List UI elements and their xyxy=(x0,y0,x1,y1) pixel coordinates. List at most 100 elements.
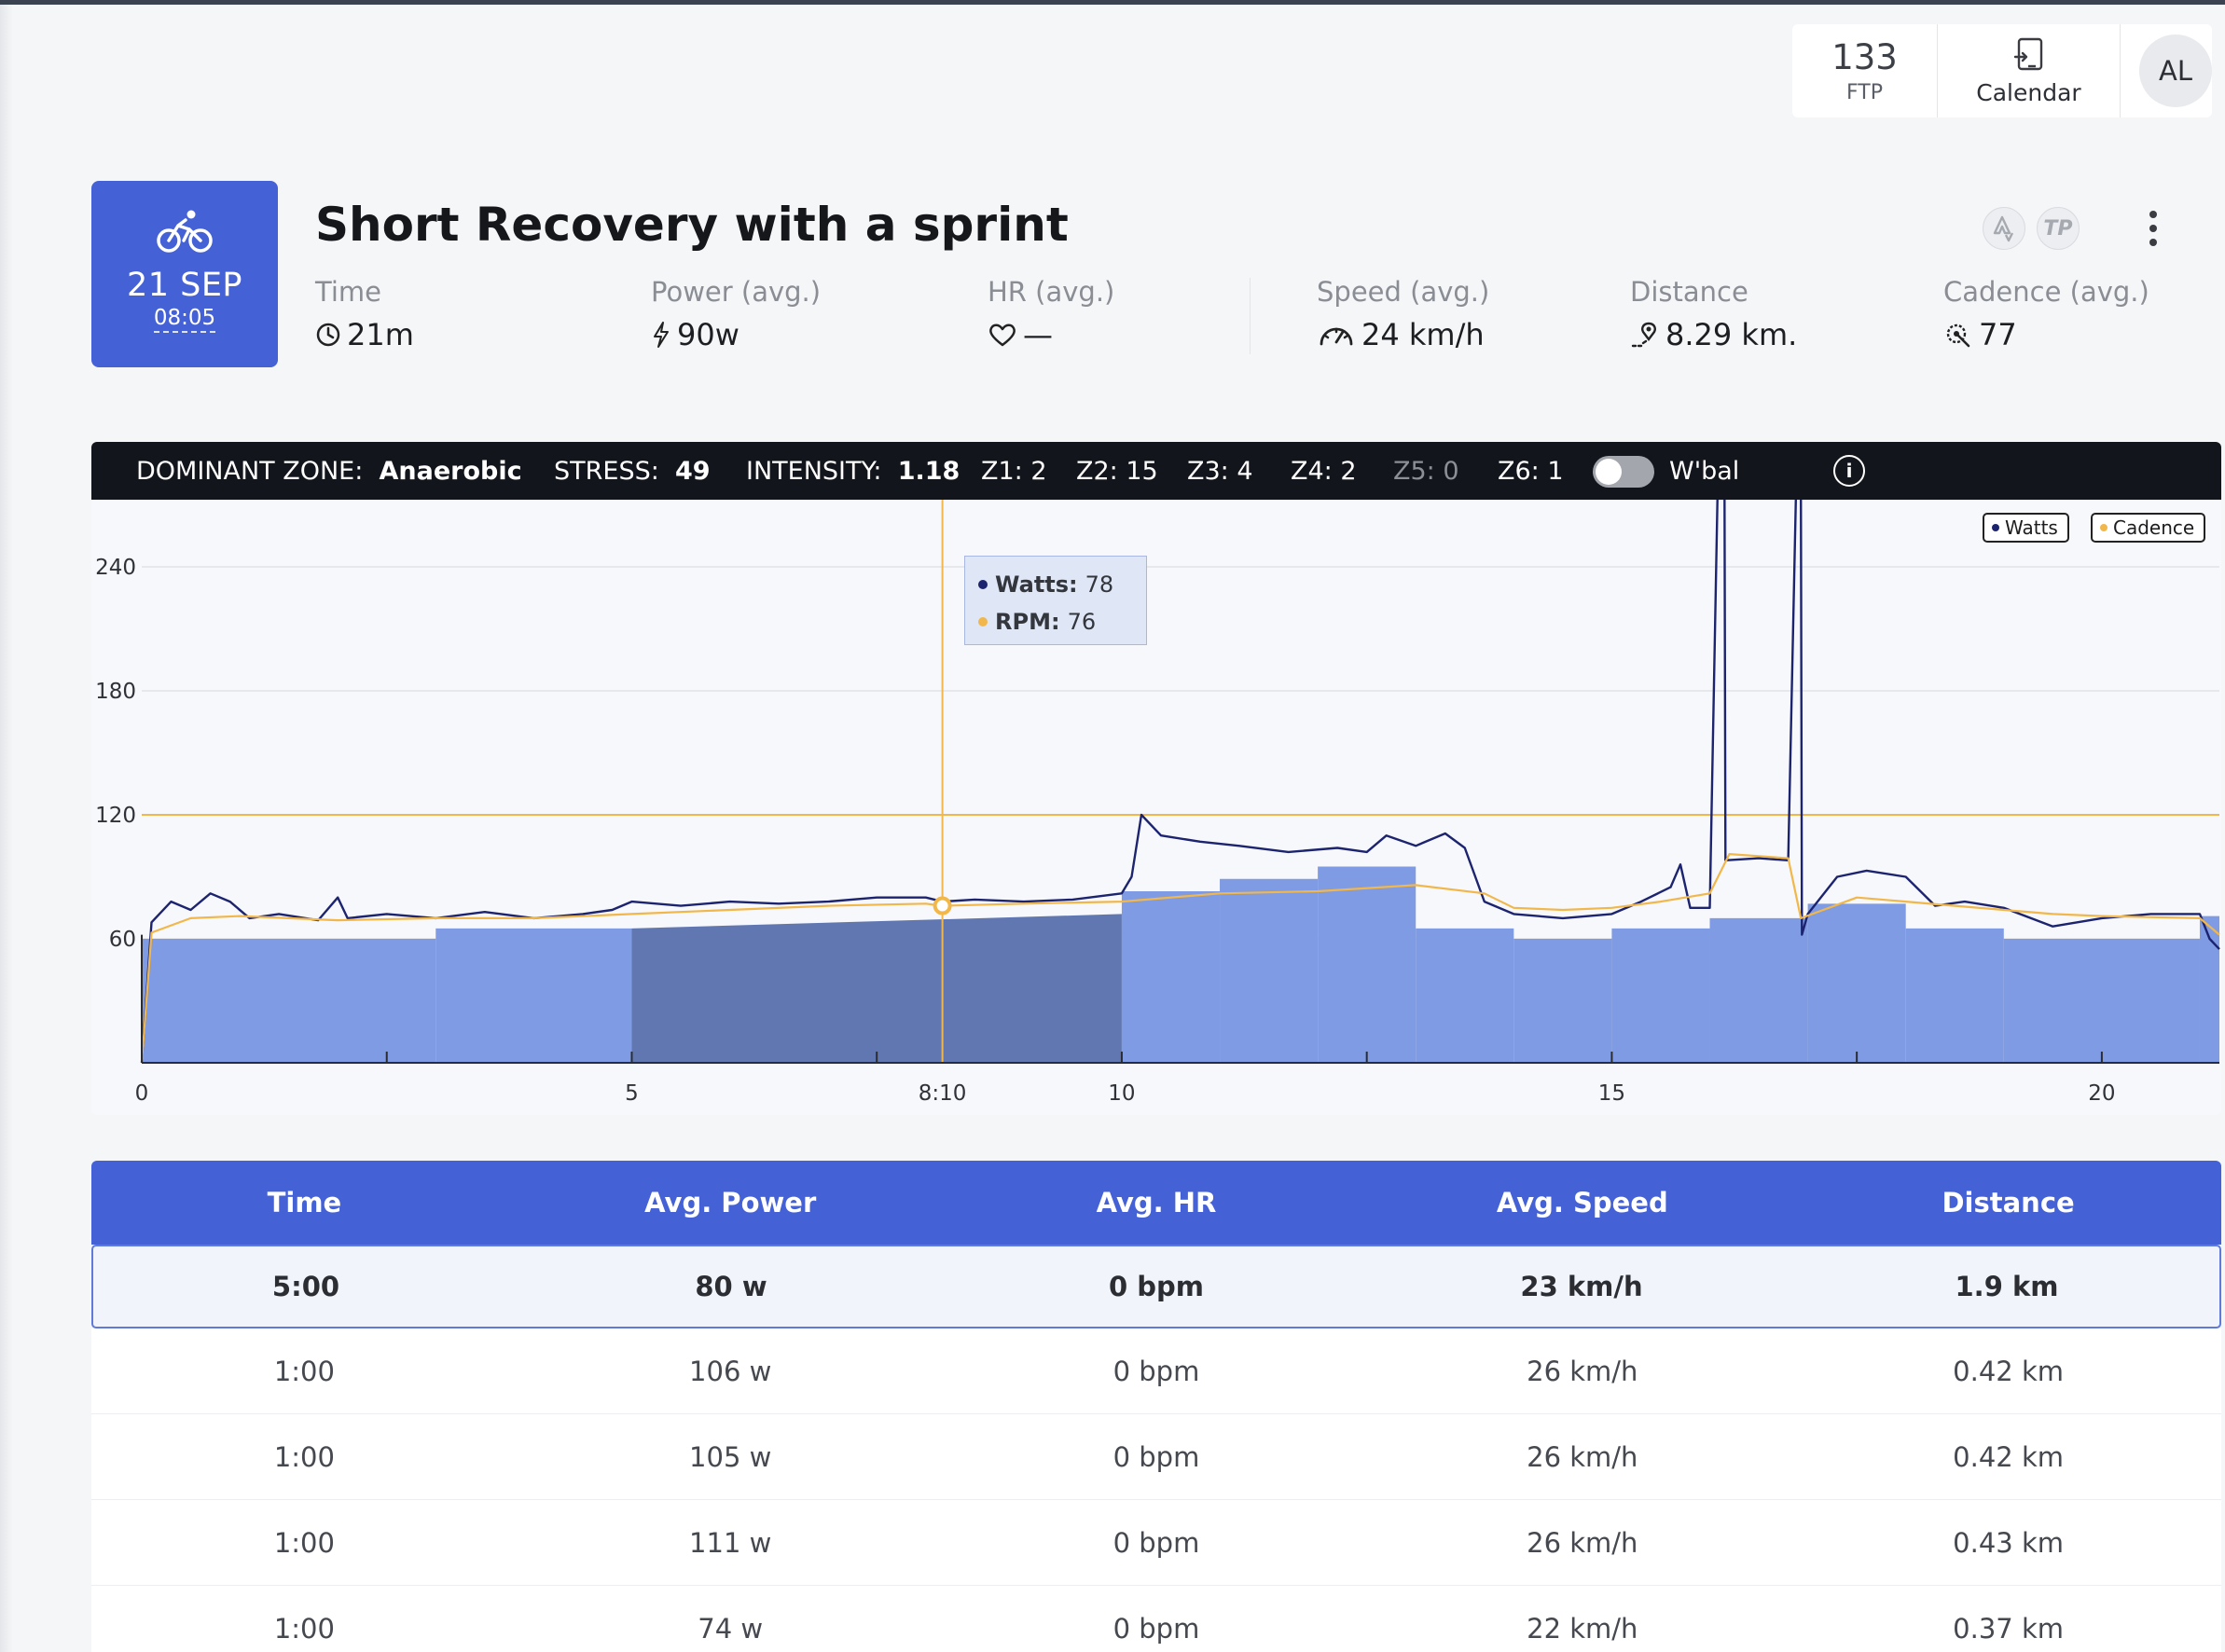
stat-power: Power (avg.) 90w xyxy=(651,276,821,352)
interval-block xyxy=(1709,917,1808,1063)
legend-cadence-label: Cadence xyxy=(2113,516,2195,539)
cell-time: 1:00 xyxy=(273,1526,335,1559)
legend-watts-swatch xyxy=(1992,524,1999,531)
activity-date-badge: 21 SEP 08:05 xyxy=(91,181,278,367)
lightning-icon xyxy=(654,322,669,348)
top-border xyxy=(0,0,2225,5)
ftp-badge[interactable]: 133 FTP xyxy=(1792,24,1938,117)
info-icon[interactable]: i xyxy=(1833,455,1865,487)
activity-time[interactable]: 08:05 xyxy=(153,306,216,333)
zone-z4: Z4: 2 xyxy=(1291,457,1357,486)
interval-block xyxy=(1611,928,1710,1063)
cell-avg-hr: 0 bpm xyxy=(1112,1355,1200,1387)
interval-block-selected xyxy=(631,914,1122,1063)
intensity-score: INTENSITY: 1.18 xyxy=(746,457,960,486)
more-options-icon[interactable] xyxy=(2139,207,2167,250)
stat-cadence: Cadence (avg.) 77 xyxy=(1943,276,2149,352)
avatar[interactable]: AL xyxy=(2139,34,2212,107)
legend-watts-label: Watts xyxy=(2005,516,2058,539)
table-row[interactable]: 1:00 105 w 0 bpm 26 km/h 0.42 km xyxy=(91,1414,2221,1500)
column-header-distance[interactable]: Distance xyxy=(1942,1187,2075,1218)
table-row[interactable]: 1:00 74 w 0 bpm 22 km/h 0.37 km xyxy=(91,1586,2221,1652)
table-row[interactable]: 5:00 80 w 0 bpm 23 km/h 1.9 km xyxy=(91,1245,2221,1328)
cell-avg-power: 74 w xyxy=(698,1612,764,1645)
column-header-avg-speed[interactable]: Avg. Speed xyxy=(1496,1187,1668,1218)
stat-label: Power (avg.) xyxy=(651,276,822,308)
intensity-value: 1.18 xyxy=(897,457,960,486)
column-header-avg-hr[interactable]: Avg. HR xyxy=(1096,1187,1217,1218)
table-header: Time Avg. Power Avg. HR Avg. Speed Dista… xyxy=(91,1161,2221,1245)
cadence-icon xyxy=(1946,324,1970,348)
x-tick-label: 5 xyxy=(625,1081,639,1106)
tooltip-watts-value: 78 xyxy=(1085,571,1114,598)
legend-cadence-swatch xyxy=(2100,524,2108,531)
cell-avg-power: 106 w xyxy=(689,1355,772,1387)
stat-divider xyxy=(1250,278,1251,354)
sidebar-edge xyxy=(0,5,13,1652)
activity-date: 21 SEP xyxy=(126,267,243,304)
stat-value: 21m xyxy=(347,317,414,352)
interval-block xyxy=(2003,939,2200,1063)
cell-avg-hr: 0 bpm xyxy=(1112,1440,1200,1473)
tooltip-watts-label: Watts: xyxy=(995,571,1078,598)
chart-tooltip: Watts: 78 RPM: 76 xyxy=(964,556,1147,645)
column-header-time[interactable]: Time xyxy=(267,1187,342,1218)
stat-value: 8.29 km. xyxy=(1665,317,1798,352)
interval-block xyxy=(1513,939,1612,1063)
stat-speed: Speed (avg.) 24 km/h xyxy=(1317,276,1489,352)
heart-icon xyxy=(989,324,1016,347)
zone-z1: Z1: 2 xyxy=(981,457,1047,486)
trainingpeaks-icon[interactable]: TP xyxy=(2037,207,2080,250)
legend-cadence[interactable]: Cadence xyxy=(2091,513,2206,543)
ftp-label: FTP xyxy=(1846,81,1883,104)
stress-score: STRESS: 49 xyxy=(554,457,711,486)
bicycle-icon xyxy=(157,210,213,253)
cadence-series-line xyxy=(140,853,2220,1064)
speedometer-icon xyxy=(1320,327,1353,346)
laps-table: Time Avg. Power Avg. HR Avg. Speed Dista… xyxy=(91,1161,2221,1652)
interval-block xyxy=(2199,915,2219,1063)
activity-title: Short Recovery with a sprint xyxy=(315,198,1069,252)
zone-z6: Z6: 1 xyxy=(1498,457,1564,486)
cell-avg-speed: 26 km/h xyxy=(1527,1526,1638,1559)
cell-avg-speed: 23 km/h xyxy=(1520,1271,1643,1302)
cell-distance: 0.37 km xyxy=(1953,1612,2064,1645)
stat-distance: Distance 8.29 km. xyxy=(1630,276,1797,352)
tooltip-rpm-label: RPM: xyxy=(995,609,1060,635)
route-pin-icon xyxy=(1631,322,1656,348)
chart-canvas[interactable]: 60 120 180 240 0 5 10 15 20 8:10 xyxy=(91,500,2221,1115)
stat-label: Distance xyxy=(1630,276,1748,308)
cell-avg-hr: 0 bpm xyxy=(1108,1271,1204,1302)
cell-avg-power: 111 w xyxy=(689,1526,772,1559)
dominant-zone-value: Anaerobic xyxy=(379,457,522,486)
tooltip-rpm-dot xyxy=(978,617,988,626)
calendar-button[interactable]: Calendar xyxy=(1938,24,2121,117)
table-row[interactable]: 1:00 106 w 0 bpm 26 km/h 0.42 km xyxy=(91,1328,2221,1414)
legend-watts[interactable]: Watts xyxy=(1983,513,2069,543)
ftp-value: 133 xyxy=(1831,37,1898,77)
wbal-label: W'bal xyxy=(1669,457,1740,486)
stat-hr: HR (avg.) — xyxy=(988,276,1114,352)
y-tick-label: 180 xyxy=(95,680,136,704)
stat-value: — xyxy=(1023,317,1053,352)
y-tick-label: 240 xyxy=(95,556,136,580)
interval-block xyxy=(435,928,632,1063)
stress-value: 49 xyxy=(675,457,711,486)
cursor-point xyxy=(933,896,952,915)
wbal-toggle[interactable] xyxy=(1593,456,1654,488)
intensity-label: INTENSITY: xyxy=(746,457,882,486)
watts-series-line xyxy=(140,500,2220,1064)
column-header-avg-power[interactable]: Avg. Power xyxy=(644,1187,817,1218)
tooltip-watts-dot xyxy=(978,580,988,589)
stat-time: Time 21m xyxy=(315,276,414,352)
zone-z2: Z2: 15 xyxy=(1076,457,1158,486)
cell-time: 1:00 xyxy=(273,1355,335,1387)
power-cadence-chart[interactable]: 60 120 180 240 0 5 10 15 20 8:10 Watts Cadence Wa… xyxy=(91,500,2221,1115)
stat-label: Cadence (avg.) xyxy=(1943,276,2149,308)
y-tick-label: 60 xyxy=(109,928,136,952)
cell-distance: 1.9 km xyxy=(1955,1271,2059,1302)
strava-icon[interactable] xyxy=(1983,207,2025,250)
zone-summary-bar: DOMINANT ZONE: Anaerobic STRESS: 49 INTE… xyxy=(91,442,2221,500)
cell-avg-speed: 22 km/h xyxy=(1527,1612,1638,1645)
table-row[interactable]: 1:00 111 w 0 bpm 26 km/h 0.43 km xyxy=(91,1500,2221,1586)
